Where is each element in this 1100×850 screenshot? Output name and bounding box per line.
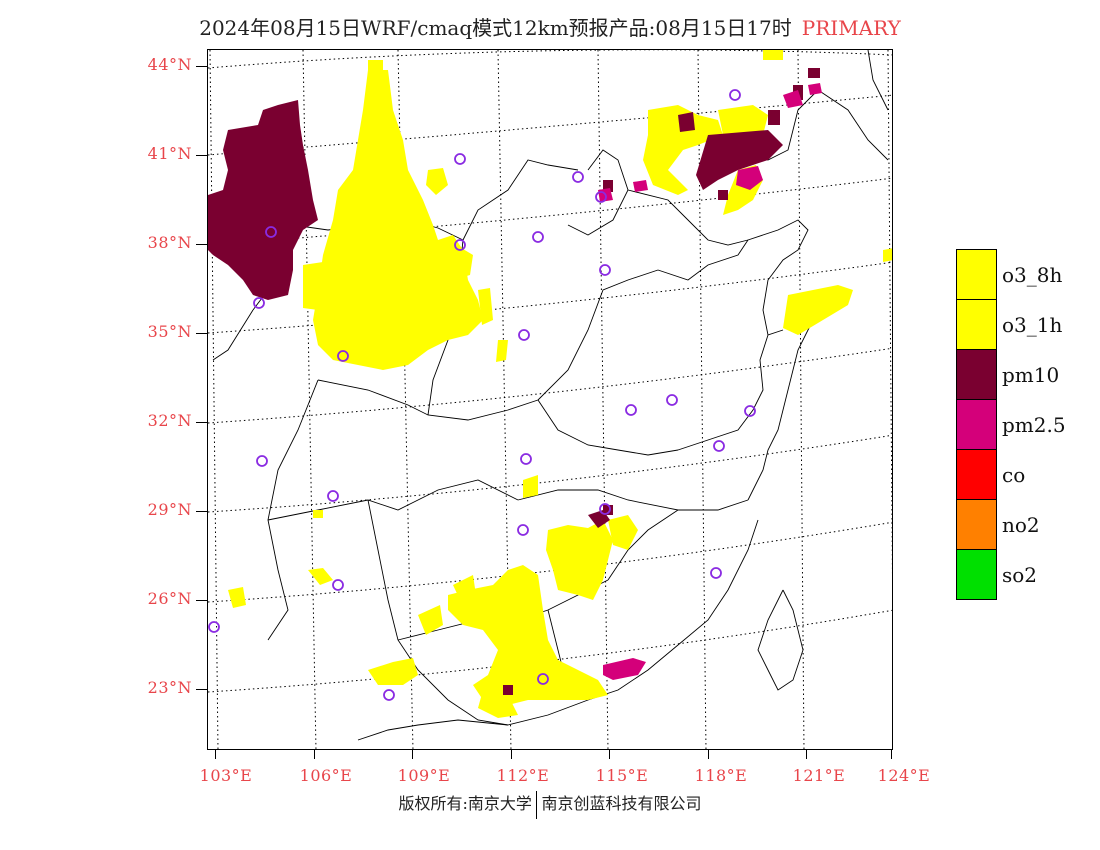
legend-swatch xyxy=(956,449,997,500)
lat-label-23n: 23°N xyxy=(147,678,192,697)
legend-swatch xyxy=(956,399,997,450)
graticule-latitudes xyxy=(208,50,892,693)
lat-tick xyxy=(196,600,207,602)
lon-tick xyxy=(708,750,710,759)
lon-label-124e: 124°E xyxy=(877,766,931,785)
lon-tick xyxy=(511,750,513,759)
graticule-longitudes xyxy=(209,50,892,749)
lat-label-44n: 44°N xyxy=(147,55,192,74)
lat-tick xyxy=(196,333,207,335)
lon-label-109e: 109°E xyxy=(397,766,451,785)
lon-label-118e: 118°E xyxy=(694,766,748,785)
map-panel xyxy=(207,49,893,750)
lat-tick xyxy=(196,511,207,513)
title-main: 2024年08月15日WRF/cmaq模式12km预报产品:08月15日17时 xyxy=(199,16,792,40)
legend-label: co xyxy=(1002,463,1026,487)
lat-label-35n: 35°N xyxy=(147,322,192,341)
station-markers xyxy=(208,89,756,701)
copyright-footer: 版权所有:南京大学 南京创蓝科技有限公司 xyxy=(0,790,1100,819)
lat-tick xyxy=(196,689,207,691)
footer-separator xyxy=(535,790,538,819)
lon-label-106e: 106°E xyxy=(299,766,353,785)
lat-label-38n: 38°N xyxy=(147,233,192,252)
lat-label-41n: 41°N xyxy=(147,144,192,163)
lat-tick xyxy=(196,66,207,68)
title-tag: PRIMARY xyxy=(801,16,901,40)
lat-label-29n: 29°N xyxy=(147,500,192,519)
footer-copyright: 版权所有:南京大学 xyxy=(398,794,532,813)
lon-tick xyxy=(314,750,316,759)
legend-swatch xyxy=(956,549,997,600)
lon-tick xyxy=(891,750,893,759)
lat-tick xyxy=(196,155,207,157)
legend-label: o3_1h xyxy=(1002,313,1063,337)
lat-label-32n: 32°N xyxy=(147,411,192,430)
lon-label-121e: 121°E xyxy=(792,766,846,785)
legend-swatch xyxy=(956,299,997,350)
legend-swatch xyxy=(956,349,997,400)
legend-swatch xyxy=(956,499,997,550)
lat-label-26n: 26°N xyxy=(147,589,192,608)
footer-company: 南京创蓝科技有限公司 xyxy=(541,794,702,813)
lon-tick xyxy=(412,750,414,759)
legend-label: no2 xyxy=(1002,513,1040,537)
o3-areas xyxy=(208,50,892,718)
boundaries xyxy=(208,50,889,741)
pm10-areas xyxy=(208,68,820,695)
lon-tick xyxy=(609,750,611,759)
map-canvas xyxy=(208,50,892,749)
legend-swatch xyxy=(956,249,997,300)
map-title: 2024年08月15日WRF/cmaq模式12km预报产品:08月15日17时 P… xyxy=(0,12,1100,41)
lon-tick xyxy=(215,750,217,759)
lon-label-115e: 115°E xyxy=(595,766,649,785)
lon-tick xyxy=(806,750,808,759)
lat-tick xyxy=(196,244,207,246)
lat-tick xyxy=(196,422,207,424)
legend-label: o3_8h xyxy=(1002,263,1063,287)
legend-label: pm10 xyxy=(1002,363,1060,387)
lon-label-112e: 112°E xyxy=(496,766,550,785)
lon-label-103e: 103°E xyxy=(199,766,253,785)
legend-label: pm2.5 xyxy=(1002,413,1066,437)
legend-label: so2 xyxy=(1002,563,1038,587)
